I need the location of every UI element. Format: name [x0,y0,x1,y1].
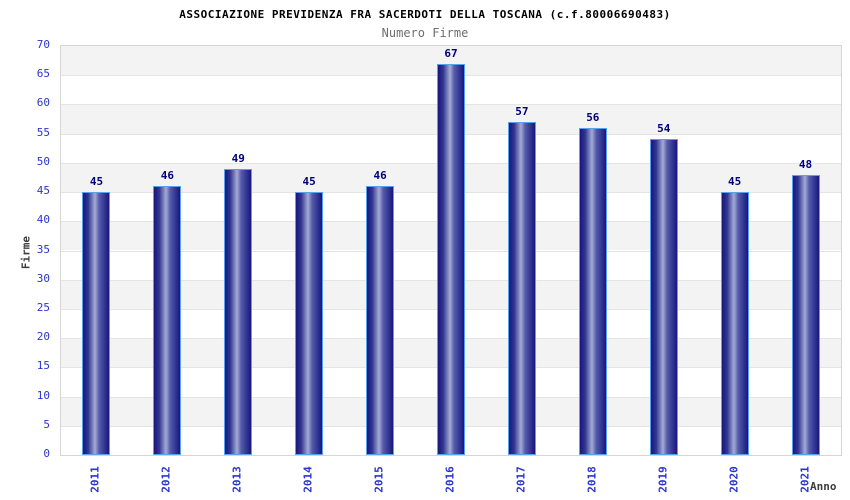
y-tick-label: 60 [36,96,50,110]
y-tick-label: 35 [36,242,50,256]
y-tick-label: 30 [36,271,50,285]
bar-value-label: 45 [89,175,104,189]
bar [649,139,678,455]
y-tick-label: 15 [36,359,50,373]
bar-value-label: 46 [160,169,174,183]
bar [366,186,395,455]
bar [153,186,182,455]
x-tick-label: 2014 [301,466,315,493]
y-tick-label: 5 [43,417,50,431]
y-tick-label: 0 [43,447,50,460]
y-tick-label: 70 [36,38,50,51]
bar [791,174,820,455]
bar [437,63,465,455]
bar [295,192,324,455]
bar-value-label: 45 [728,175,742,189]
bar-value-label: 54 [657,122,671,136]
y-tick-label: 50 [36,154,50,168]
x-axis-title: Anno [810,480,837,493]
x-tick-label: 2021 [798,466,812,493]
y-tick-label: 25 [36,300,50,314]
x-tick-label: 2019 [656,466,670,493]
x-tick-label: 2020 [727,466,741,493]
y-tick-label: 65 [36,67,50,81]
y-tick-label: 45 [36,184,50,198]
bar-value-label: 45 [302,175,316,189]
bar [82,192,111,455]
x-tick-label: 2013 [230,466,244,493]
bar [720,192,749,455]
bar [507,121,536,455]
x-tick-label: 2015 [372,466,386,493]
bar-value-label: 57 [515,104,529,118]
x-tick-label: 2018 [585,466,599,493]
bar-value-label: 46 [373,169,387,183]
bar-value-label: 49 [231,151,245,165]
x-tick-label: 2012 [159,466,173,493]
y-tick-label: 10 [36,388,50,402]
y-tick-label: 55 [36,125,50,139]
bar-value-label: 67 [444,46,458,60]
bar-value-label: 56 [586,110,600,124]
y-tick-label: 20 [36,330,50,344]
bar [224,168,253,455]
chart-title: ASSOCIAZIONE PREVIDENZA FRA SACERDOTI DE… [179,8,671,21]
y-tick-label: 40 [36,213,50,227]
x-tick-label: 2011 [88,466,102,493]
chart-subtitle: Numero Firme [381,26,469,40]
x-tick-label: 2016 [443,466,457,493]
bar [578,127,607,455]
plot-area: 45 46 49 45 46 67 57 56 54 45 48 [60,45,842,456]
x-tick-label: 2017 [514,466,528,493]
bar-value-label: 48 [798,157,813,171]
